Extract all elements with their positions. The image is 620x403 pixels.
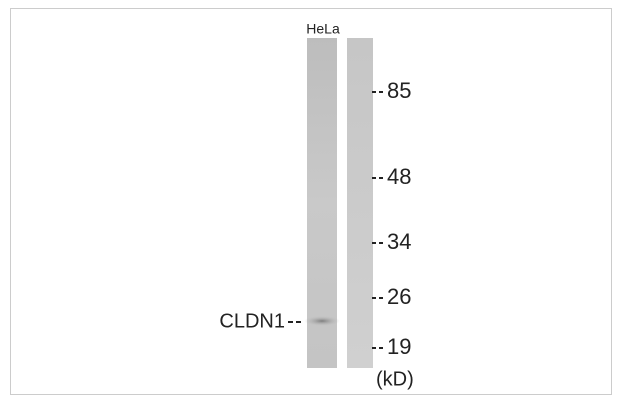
band: [304, 316, 340, 326]
band-label: CLDN1: [219, 310, 285, 332]
marker-label: 48: [387, 164, 411, 189]
blot-figure: HeLa CLDN1 (kD) 85 48 34 26 19: [0, 0, 620, 403]
marker-label: 34: [387, 229, 411, 254]
lane-label: HeLa: [306, 21, 340, 37]
marker-label: 85: [387, 78, 411, 103]
unit-label: (kD): [376, 368, 414, 390]
marker-label: 19: [387, 334, 411, 359]
lane: [347, 38, 373, 368]
marker-label: 26: [387, 284, 411, 309]
